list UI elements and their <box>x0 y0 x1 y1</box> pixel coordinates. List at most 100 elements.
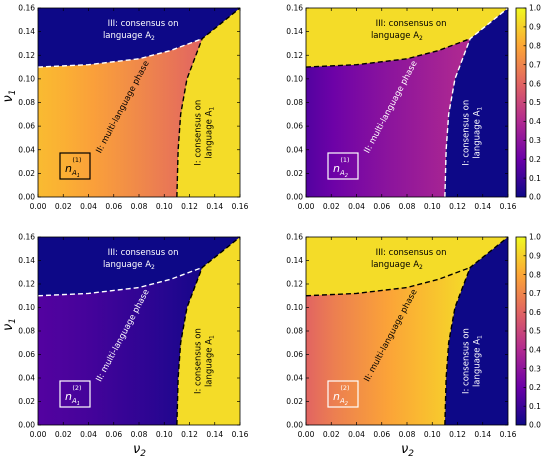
colorbar-tick-label: 0.4 <box>529 346 541 355</box>
right-boundary-line <box>444 236 509 426</box>
series-label-sup: (2) <box>72 384 81 392</box>
x-tick-label: 0.04 <box>80 430 97 439</box>
y-tick-label: 0.04 <box>18 374 35 383</box>
colorbar-tick-label: 0.9 <box>529 23 541 32</box>
phase1-region <box>444 8 508 197</box>
colorbar-tick-label: 0.7 <box>529 60 541 69</box>
phase1-region <box>444 237 508 425</box>
y-tick-label: 0.16 <box>18 4 35 13</box>
y-tick-label: 0.14 <box>286 256 303 265</box>
phase3-label-text: language A <box>371 31 419 41</box>
x-tick-label: 0.02 <box>55 430 72 439</box>
y-tick-label: 0.16 <box>286 4 303 13</box>
phase3-label-line2: language A2 <box>103 260 155 271</box>
x-tick-label: 0.02 <box>323 430 340 439</box>
phase1-label-sub: 1 <box>209 335 216 339</box>
x-tick-label: 0.06 <box>105 430 122 439</box>
y-tick-label: 0.02 <box>18 397 35 406</box>
colorbar-tick-label: 0.9 <box>529 252 541 261</box>
x-tick-label: 0.14 <box>206 202 223 211</box>
y-tick-label: 0.06 <box>18 350 35 359</box>
series-label-sub: A2 <box>339 397 348 407</box>
y-tick-label: 0.12 <box>286 280 303 289</box>
series-label-box <box>59 152 91 180</box>
phase3-label-line1: III: consensus on <box>376 19 447 29</box>
colorbar-tick-label: 0.4 <box>529 117 541 126</box>
series-label-main: n <box>333 390 340 403</box>
phase3-label-line2: language A2 <box>103 31 155 42</box>
phase3-label-sub: 2 <box>151 35 155 42</box>
series-label-box <box>59 380 91 408</box>
x-tick-label: 0.00 <box>30 430 47 439</box>
phase1-label-sub: 1 <box>477 107 484 111</box>
y-tick-label: 0.10 <box>18 74 35 83</box>
phase3-label-line2: language A2 <box>371 260 423 271</box>
panel-bottom-right: 0.00 0.02 0.04 0.06 0.08 0.10 0.12 0.14 0.160.00… <box>286 233 541 459</box>
phase1-label-line1: I: consensus on <box>462 328 472 394</box>
series-label-subsub: 2 <box>345 401 348 407</box>
x-tick-label: 0.12 <box>181 430 198 439</box>
y-tick-label: 0.16 <box>18 233 35 242</box>
x-tick-label: 0.00 <box>298 430 315 439</box>
phase3-label-text: language A <box>103 260 151 270</box>
y-tick-label: 0.04 <box>18 145 35 154</box>
x-tick-label: 0.08 <box>399 430 416 439</box>
y-axis-label: ν1 <box>1 90 18 103</box>
x-axis-label: ν2 <box>133 442 146 459</box>
series-label-subsub: 1 <box>77 401 80 407</box>
x-tick-label: 0.00 <box>298 202 315 211</box>
colorbar-tick-label: 0.1 <box>529 402 541 411</box>
series-label-sub: A1 <box>71 169 80 179</box>
y-tick-label: 0.00 <box>286 421 303 430</box>
colorbar-tick-label: 1.0 <box>529 4 541 13</box>
y-tick-label: 0.00 <box>286 193 303 202</box>
y-tick-label: 0.14 <box>18 256 35 265</box>
y-tick-label: 0.02 <box>286 169 303 178</box>
phase2-region <box>306 267 471 425</box>
x-tick-label: 0.16 <box>500 430 517 439</box>
colorbar-tick-label: 0.6 <box>529 308 541 317</box>
y-tick-label: 0.06 <box>286 350 303 359</box>
x-tick-label: 0.06 <box>373 430 390 439</box>
phase2-region <box>306 38 471 198</box>
x-tick-label: 0.06 <box>373 202 390 211</box>
phase3-label-text: language A <box>371 260 419 270</box>
upper-boundary-line <box>305 266 471 297</box>
phase1-label-sub: 1 <box>209 107 216 111</box>
series-label-main: n <box>333 162 340 175</box>
y-tick-label: 0.04 <box>286 145 303 154</box>
y-axis-label-sub: 1 <box>8 90 18 96</box>
y-tick-label: 0.10 <box>286 74 303 83</box>
series-label-sub-letter: A <box>71 397 77 405</box>
phase1-label-text: language A <box>205 110 215 158</box>
phase3-label-line2: language A2 <box>371 31 423 42</box>
y-tick-label: 0.04 <box>286 374 303 383</box>
x-tick-label: 0.00 <box>30 202 47 211</box>
phase1-label-line2: language A1 <box>205 335 216 387</box>
phase3-label-text: language A <box>103 31 151 41</box>
y-tick-label: 0.08 <box>18 98 35 107</box>
phase3-label-line1: III: consensus on <box>376 248 447 258</box>
panel-top-right: 0.00 0.02 0.04 0.06 0.08 0.10 0.12 0.14 0.160.00… <box>286 4 541 211</box>
x-tick-label: 0.10 <box>156 202 173 211</box>
series-label-main: n <box>65 162 72 175</box>
phase1-label-text: language A <box>473 110 483 158</box>
x-tick-label: 0.16 <box>500 202 517 211</box>
x-tick-label: 0.08 <box>131 430 148 439</box>
phase1-label-text: language A <box>205 339 215 387</box>
series-label-sub-letter: A <box>339 397 345 405</box>
y-axis-label: ν1 <box>1 318 18 331</box>
upper-boundary-line <box>305 38 471 68</box>
phase1-label-line1: I: consensus on <box>194 328 204 394</box>
x-tick-label: 0.12 <box>449 430 466 439</box>
y-tick-label: 0.00 <box>18 193 35 202</box>
colorbar-tick-label: 0.3 <box>529 136 541 145</box>
colorbar-tick-label: 0.8 <box>529 270 541 279</box>
x-tick-label: 0.04 <box>80 202 97 211</box>
series-label-box <box>327 152 359 180</box>
y-tick-label: 0.12 <box>18 280 35 289</box>
upper-boundary-line <box>37 266 203 297</box>
series-label-sub-letter: A <box>71 169 77 177</box>
x-tick-label: 0.04 <box>348 430 365 439</box>
